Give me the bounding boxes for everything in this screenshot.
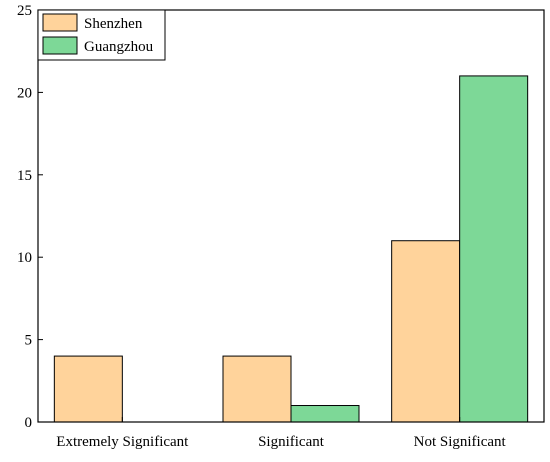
legend-label-guangzhou: Guangzhou (84, 39, 154, 55)
x-category-label-1: Significant (258, 434, 325, 450)
bars-layer (53, 75, 529, 423)
bar-guangzhou-1 (290, 405, 360, 423)
x-category-label-0: Extremely Significant (56, 434, 189, 450)
legend-swatch-guangzhou (42, 36, 78, 55)
y-tick-label-15: 15 (17, 168, 32, 184)
bar-shenzhen-2 (391, 240, 461, 423)
y-tick-label-5: 5 (25, 333, 33, 349)
y-tick-label-25: 25 (17, 3, 32, 19)
legend-swatch-shenzhen (42, 13, 78, 32)
y-tick-label-20: 20 (17, 85, 32, 101)
bar-shenzhen-1 (222, 355, 292, 423)
legend: Shenzhen Guangzhou (37, 9, 166, 61)
bar-shenzhen-0 (53, 355, 123, 423)
y-tick-label-10: 10 (17, 250, 32, 266)
axes-layer: 0 5 10 15 20 25 Extremely Significant Significa… (17, 3, 545, 450)
bar-guangzhou-2 (459, 75, 529, 423)
legend-label-shenzhen: Shenzhen (84, 16, 143, 32)
y-tick-label-0: 0 (25, 415, 33, 431)
x-category-label-2: Not Significant (414, 434, 507, 450)
